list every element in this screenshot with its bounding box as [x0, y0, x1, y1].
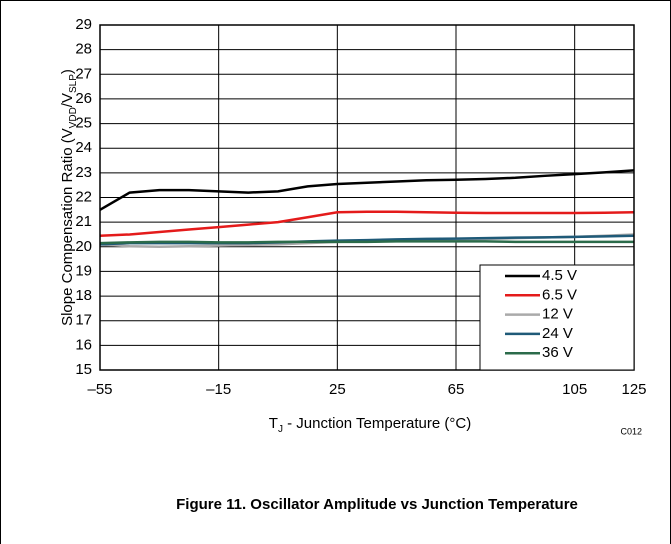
y-axis-label-part: /V: [59, 93, 76, 107]
series-line: [99, 240, 634, 245]
series-line: [99, 169, 635, 211]
y-tick-label: 29: [75, 16, 92, 33]
legend-label: 6.5 V: [542, 286, 577, 303]
legend-label: 12 V: [542, 306, 573, 323]
y-tick-label: 20: [75, 238, 92, 255]
y-tick-label: 27: [75, 65, 92, 82]
y-tick-label: 23: [75, 164, 92, 181]
annotation: C012: [620, 426, 642, 436]
legend-label: 4.5 V: [542, 267, 577, 284]
x-tick-label: –15: [206, 381, 231, 398]
series-line: [99, 210, 635, 237]
y-tick-label: 25: [75, 115, 92, 132]
y-tick-label: 26: [75, 90, 92, 107]
y-tick-label: 16: [75, 336, 92, 353]
legend-label: 24 V: [542, 325, 573, 342]
x-axis-label-part: T: [269, 415, 278, 432]
y-tick-label: 15: [75, 361, 92, 378]
x-tick-label: –55: [87, 381, 112, 398]
plot-border: [99, 24, 635, 371]
x-tick-label: 105: [562, 381, 587, 398]
x-axis-label: TJ - Junction Temperature (°C): [269, 415, 471, 435]
y-tick-label: 28: [75, 41, 92, 58]
y-axis-label-part: ): [59, 69, 76, 74]
y-tick-label: 24: [75, 139, 92, 156]
y-axis-label: Slope Compensation Ratio (VVDD/VSLP): [59, 69, 79, 326]
y-tick-label: 17: [75, 312, 92, 329]
y-axis-label-part: VDD: [68, 107, 79, 128]
y-tick-label: 18: [75, 287, 92, 304]
x-axis-label-part: J: [278, 424, 283, 435]
legend-label: 36 V: [542, 344, 573, 361]
y-tick-label: 21: [75, 213, 92, 230]
y-axis-label-part: SLP: [68, 74, 79, 93]
x-tick-label: 25: [329, 381, 346, 398]
x-tick-label: 125: [621, 381, 646, 398]
x-axis-label-part: - Junction Temperature (°C): [283, 415, 471, 432]
y-axis-label-part: Slope Compensation Ratio (V: [59, 128, 76, 326]
y-tick-label: 19: [75, 262, 92, 279]
y-tick-label: 22: [75, 188, 92, 205]
caption: Figure 11. Oscillator Amplitude vs Junct…: [176, 496, 578, 513]
x-tick-label: 65: [448, 381, 465, 398]
